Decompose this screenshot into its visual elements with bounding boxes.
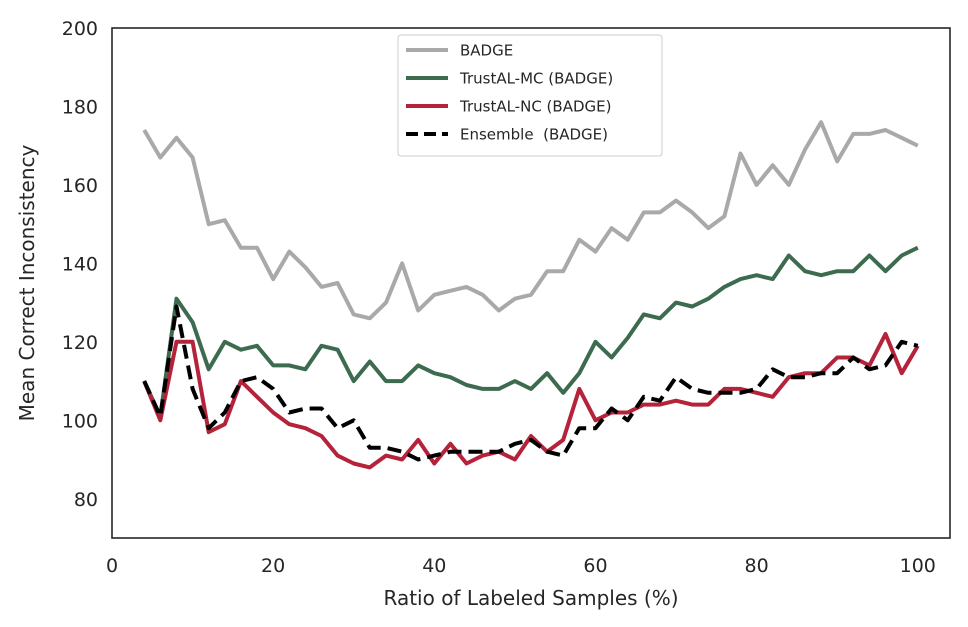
x-tick-label: 0 [106,555,118,577]
series-line-3 [142,332,920,470]
y-tick-label: 100 [62,410,98,432]
y-tick-label: 80 [74,489,98,511]
legend-label-4: Ensemble (BADGE) [460,126,608,144]
legend-box [397,34,663,157]
x-tick-label: 40 [422,555,446,577]
y-axis-title: Mean Correct Inconsistency [15,144,39,421]
legend-label-1: BADGE [460,42,513,60]
x-axis-ticks: 0 20 40 60 80 100 [106,555,936,577]
series-line-1 [142,120,919,321]
x-tick-label: 80 [745,555,769,577]
x-axis-title: Ratio of Labeled Samples (%) [383,586,678,610]
y-tick-label: 200 [62,18,98,40]
y-tick-label: 120 [62,332,98,354]
legend-label-2: TrustAL-MC (BADGE) [459,70,613,88]
series-line-4 [142,304,919,462]
plot-area-frame [111,27,951,539]
y-axis-ticks: 80 100 120 140 160 180 200 [62,18,98,511]
y-tick-label: 160 [62,175,98,197]
x-tick-label: 20 [261,555,285,577]
legend: BADGE TrustAL-MC (BADGE) TrustAL-NC (BADGE… [397,34,663,157]
x-tick-label: 60 [583,555,607,577]
series-line-2 [142,245,919,419]
x-tick-label: 100 [900,555,936,577]
legend-label-3: TrustAL-NC (BADGE) [459,98,611,116]
y-tick-label: 180 [62,96,98,118]
y-tick-label: 140 [62,253,98,275]
series-layer [142,120,920,470]
